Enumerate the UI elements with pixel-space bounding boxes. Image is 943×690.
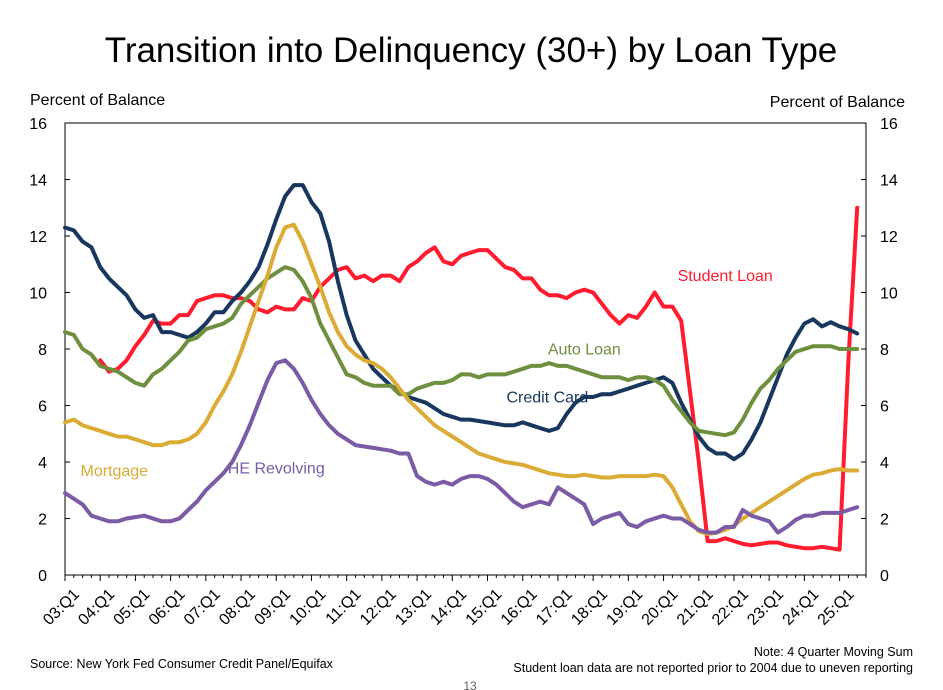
x-tick-label: 11:Q1 bbox=[323, 586, 365, 628]
x-tick-label: 18:Q1 bbox=[568, 586, 611, 629]
plot-frame bbox=[64, 122, 867, 576]
x-tick-label: 21:Q1 bbox=[674, 586, 717, 629]
x-tick-label: 22:Q1 bbox=[709, 586, 752, 629]
y-axis-title-right: Percent of Balance bbox=[770, 94, 905, 111]
x-tick-label: 19:Q1 bbox=[604, 586, 647, 629]
y-tick-label-left: 2 bbox=[38, 512, 47, 529]
x-tick-label: 25:Q1 bbox=[815, 586, 858, 629]
y-tick-label-left: 0 bbox=[38, 568, 47, 585]
x-tick-label: 15:Q1 bbox=[463, 586, 506, 629]
x-tick-label: 08:Q1 bbox=[216, 586, 259, 629]
y-tick-label-left: 16 bbox=[29, 116, 47, 133]
y-tick-label-left: 12 bbox=[29, 229, 47, 246]
y-axis-title-left: Percent of Balance bbox=[30, 92, 165, 109]
footer-note-2: Student loan data are not reported prior… bbox=[513, 661, 913, 675]
series-label-credit-card: Credit Card bbox=[506, 390, 588, 407]
page-number: 13 bbox=[463, 679, 477, 690]
y-tick-label-left: 14 bbox=[29, 173, 47, 190]
y-tick-label-right: 2 bbox=[880, 512, 889, 529]
y-tick-label-right: 12 bbox=[880, 229, 898, 246]
series-line-mortgage bbox=[63, 222, 860, 536]
x-tick-label: 12:Q1 bbox=[357, 586, 400, 629]
y-tick-label-right: 0 bbox=[880, 568, 889, 585]
x-tick-label: 09:Q1 bbox=[251, 586, 294, 629]
y-tick-label-right: 6 bbox=[880, 399, 889, 416]
y-tick-label-right: 16 bbox=[880, 116, 898, 133]
x-tick-label: 14:Q1 bbox=[427, 586, 470, 629]
series-line-he-revolving bbox=[63, 358, 860, 535]
x-tick-label: 20:Q1 bbox=[639, 586, 682, 629]
y-tick-label-right: 14 bbox=[880, 173, 898, 190]
chart-title: Transition into Delinquency (30+) by Loa… bbox=[105, 31, 838, 70]
series-line-auto-loan bbox=[63, 265, 860, 438]
x-tick-label: 05:Q1 bbox=[111, 586, 154, 629]
y-tick-label-right: 4 bbox=[880, 455, 889, 472]
y-tick-label-left: 10 bbox=[29, 286, 47, 303]
x-tick-label: 16:Q1 bbox=[498, 586, 541, 629]
series-label-he-revolving: HE Revolving bbox=[228, 460, 325, 477]
series-line-credit-card bbox=[63, 183, 860, 462]
x-tick-label: 03:Q1 bbox=[40, 586, 83, 629]
x-tick-label: 06:Q1 bbox=[146, 586, 189, 629]
y-tick-label-right: 8 bbox=[880, 342, 889, 359]
footer-note: Note: 4 Quarter Moving Sum bbox=[754, 645, 913, 659]
series-line-student-loan bbox=[98, 205, 860, 552]
y-tick-label-left: 4 bbox=[38, 455, 47, 472]
x-tick-label: 17:Q1 bbox=[533, 586, 576, 629]
y-tick-label-right: 10 bbox=[880, 286, 898, 303]
x-tick-label: 07:Q1 bbox=[181, 586, 224, 629]
series-label-student-loan: Student Loan bbox=[678, 268, 773, 285]
footer-source: Source: New York Fed Consumer Credit Pan… bbox=[30, 657, 334, 671]
y-tick-label-left: 8 bbox=[38, 342, 47, 359]
series-label-auto-loan: Auto Loan bbox=[548, 342, 621, 359]
x-tick-label: 13:Q1 bbox=[392, 586, 435, 629]
x-tick-label: 04:Q1 bbox=[75, 586, 118, 629]
series-label-mortgage: Mortgage bbox=[80, 463, 148, 480]
y-tick-label-left: 6 bbox=[38, 399, 47, 416]
x-tick-label: 24:Q1 bbox=[780, 586, 823, 629]
x-tick-label: 23:Q1 bbox=[744, 586, 787, 629]
x-tick-label: 10:Q1 bbox=[287, 586, 330, 629]
